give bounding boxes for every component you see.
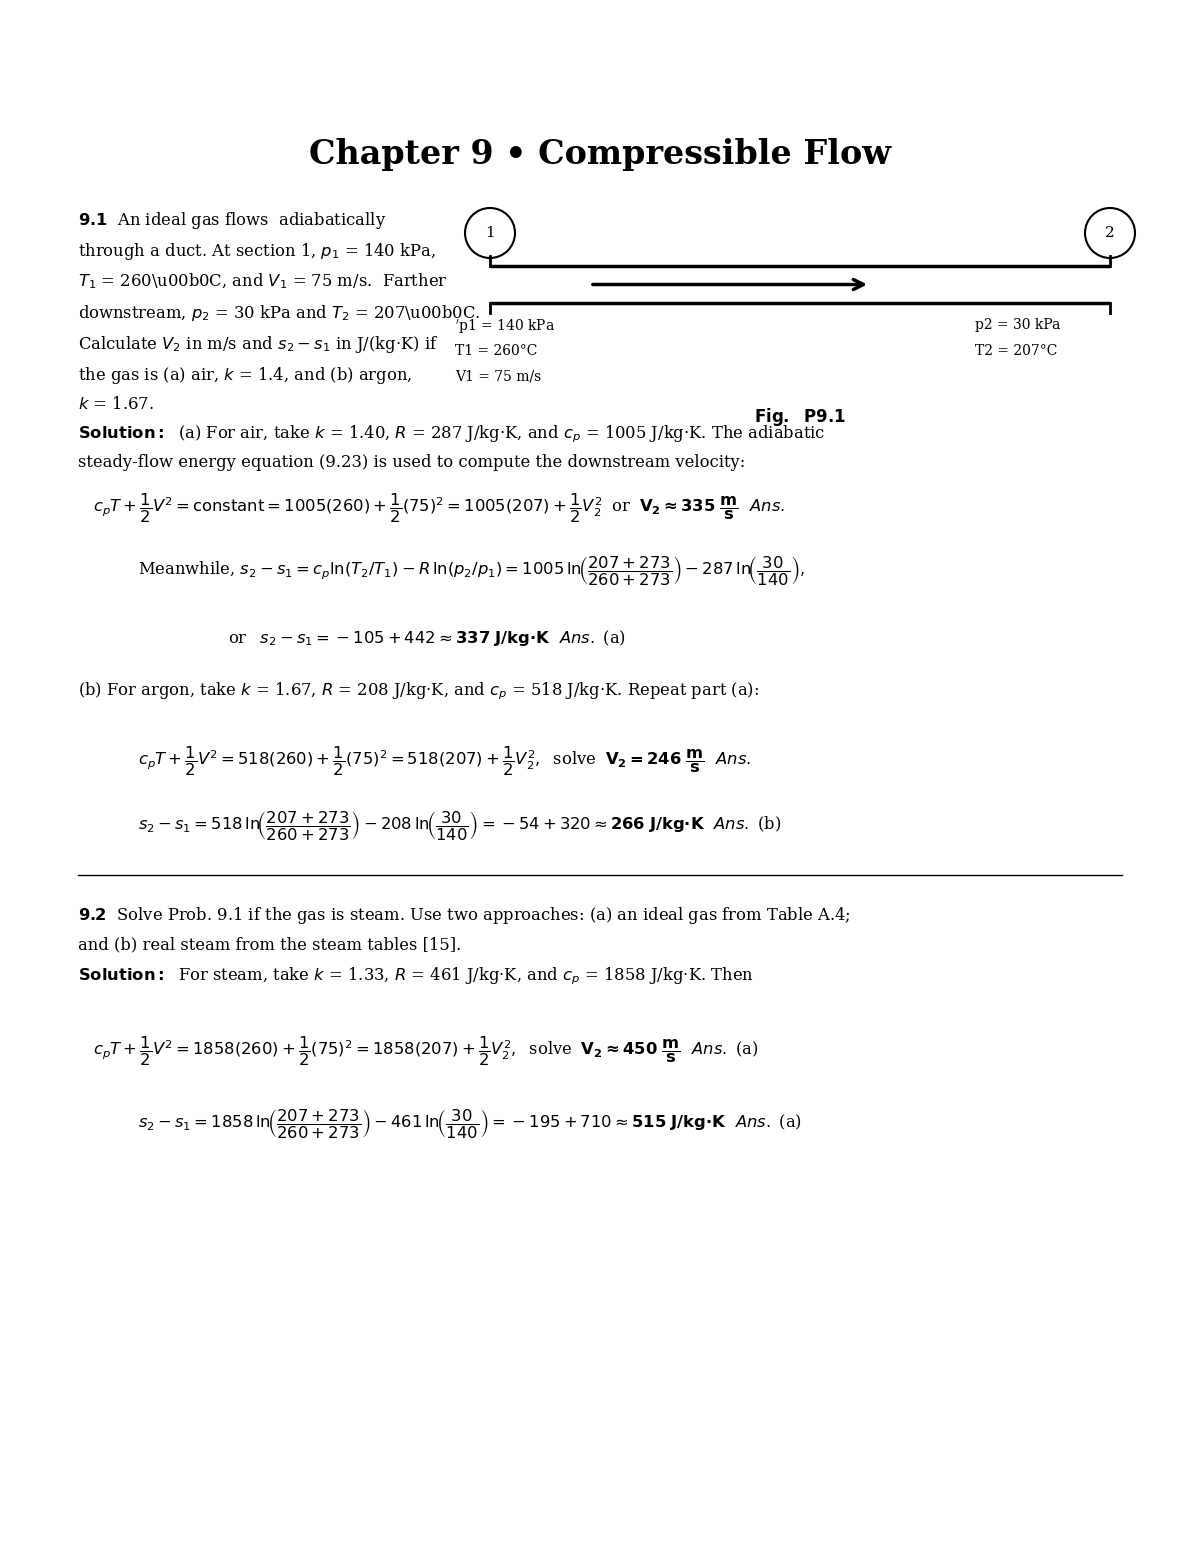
- Text: $k$ = 1.67.: $k$ = 1.67.: [78, 396, 154, 413]
- Text: $\mathbf{Solution:}$  For steam, take $k$ = 1.33, $R$ = 461 J/kg$\cdot$K, and $c: $\mathbf{Solution:}$ For steam, take $k$…: [78, 964, 754, 986]
- Text: Calculate $V_2$ in m/s and $s_2 - s_1$ in J/(kg$\cdot$K) if: Calculate $V_2$ in m/s and $s_2 - s_1$ i…: [78, 334, 438, 356]
- Text: 2: 2: [1105, 227, 1115, 241]
- Text: the gas is (a) air, $k$ = 1.4, and (b) argon,: the gas is (a) air, $k$ = 1.4, and (b) a…: [78, 365, 413, 387]
- Text: steady-flow energy equation (9.23) is used to compute the downstream velocity:: steady-flow energy equation (9.23) is us…: [78, 453, 745, 471]
- Text: T1 = 260°C: T1 = 260°C: [455, 345, 538, 359]
- Text: $'$p1 = 140 kPa: $'$p1 = 140 kPa: [455, 318, 554, 335]
- Text: $\mathbf{9.2}$  Solve Prob. 9.1 if the gas is steam. Use two approaches: (a) an : $\mathbf{9.2}$ Solve Prob. 9.1 if the ga…: [78, 905, 851, 926]
- Text: through a duct. At section 1, $p_1$ = 140 kPa,: through a duct. At section 1, $p_1$ = 14…: [78, 241, 436, 262]
- Text: $s_2 - s_1 = 1858\,\mathrm{ln}\!\left(\dfrac{207+273}{260+273}\right) - 461\,\ma: $s_2 - s_1 = 1858\,\mathrm{ln}\!\left(\d…: [138, 1107, 802, 1141]
- Text: downstream, $p_2$ = 30 kPa and $T_2$ = 207\u00b0C.: downstream, $p_2$ = 30 kPa and $T_2$ = 2…: [78, 303, 480, 323]
- Text: T2 = 207°C: T2 = 207°C: [974, 345, 1057, 359]
- Text: 1: 1: [485, 227, 494, 241]
- Text: $\mathbf{Solution:}$  (a) For air, take $k$ = 1.40, $R$ = 287 J/kg$\cdot$K, and : $\mathbf{Solution:}$ (a) For air, take $…: [78, 422, 826, 444]
- Text: $\mathbf{9.1}$  An ideal gas flows  adiabatically: $\mathbf{9.1}$ An ideal gas flows adiaba…: [78, 210, 386, 231]
- Text: $c_p T + \dfrac{1}{2}V^2 = \mathrm{constant} = 1005(260) + \dfrac{1}{2}(75)^2 = : $c_p T + \dfrac{1}{2}V^2 = \mathrm{const…: [94, 492, 785, 525]
- Text: $c_p T + \dfrac{1}{2}V^2 = 1858(260) + \dfrac{1}{2}(75)^2 = 1858(207) + \dfrac{1: $c_p T + \dfrac{1}{2}V^2 = 1858(260) + \…: [94, 1034, 758, 1068]
- Text: $c_p T + \dfrac{1}{2}V^2 = 518(260) + \dfrac{1}{2}(75)^2 = 518(207) + \dfrac{1}{: $c_p T + \dfrac{1}{2}V^2 = 518(260) + \d…: [138, 745, 751, 778]
- Text: p2 = 30 kPa: p2 = 30 kPa: [974, 318, 1061, 332]
- Text: (b) For argon, take $k$ = 1.67, $R$ = 208 J/kg$\cdot$K, and $c_p$ = 518 J/kg$\cd: (b) For argon, take $k$ = 1.67, $R$ = 20…: [78, 680, 760, 702]
- Text: $\mathbf{Fig.\ \ P9.1}$: $\mathbf{Fig.\ \ P9.1}$: [754, 405, 846, 429]
- Text: V1 = 75 m/s: V1 = 75 m/s: [455, 370, 541, 384]
- Text: Chapter 9 • Compressible Flow: Chapter 9 • Compressible Flow: [310, 138, 890, 171]
- Text: $s_2 - s_1 = 518\,\mathrm{ln}\!\left(\dfrac{207+273}{260+273}\right) - 208\,\mat: $s_2 - s_1 = 518\,\mathrm{ln}\!\left(\df…: [138, 811, 781, 843]
- Text: $T_1$ = 260\u00b0C, and $V_1$ = 75 m/s.  Farther: $T_1$ = 260\u00b0C, and $V_1$ = 75 m/s. …: [78, 272, 448, 292]
- Text: and (b) real steam from the steam tables [15].: and (b) real steam from the steam tables…: [78, 936, 461, 954]
- Text: Meanwhile, $s_2 - s_1 = c_p\mathrm{ln}(T_2/T_1) - R\,\mathrm{ln}(p_2/p_1) = 1005: Meanwhile, $s_2 - s_1 = c_p\mathrm{ln}(T…: [138, 554, 805, 589]
- Text: or $\;\;s_2 - s_1 = -105 + 442 \approx \mathbf{337\ J/kg{\cdot}K}\ \ \mathit{Ans: or $\;\;s_2 - s_1 = -105 + 442 \approx \…: [228, 627, 626, 648]
